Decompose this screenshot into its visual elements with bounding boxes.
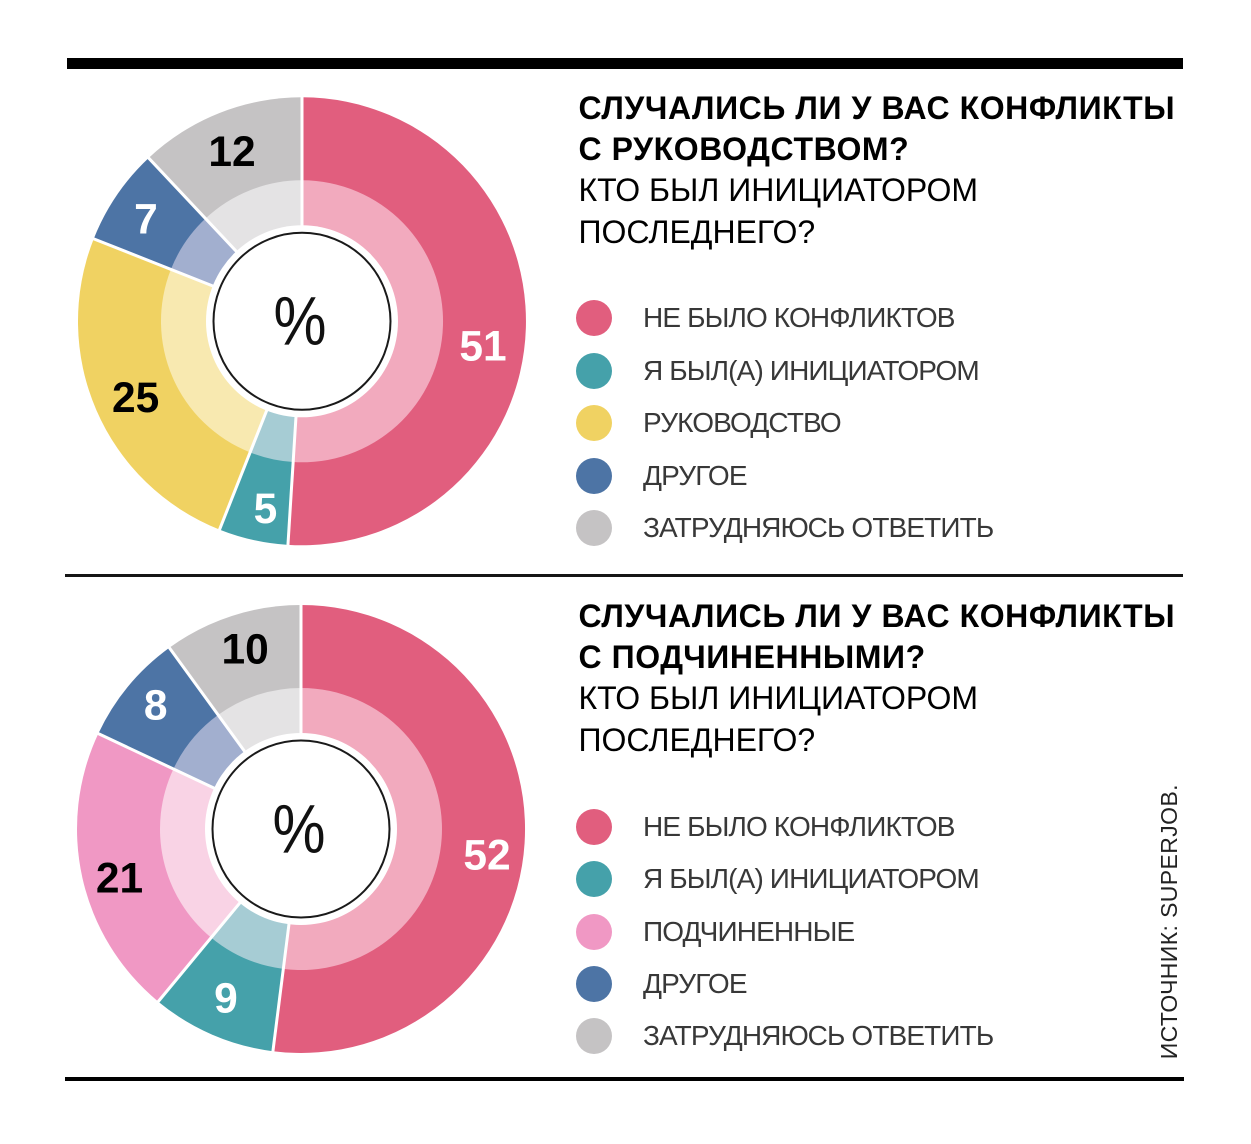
svg-text:12: 12 <box>208 129 255 176</box>
svg-text:51: 51 <box>459 323 506 370</box>
svg-text:%: % <box>273 790 326 867</box>
svg-text:52: 52 <box>463 833 510 880</box>
svg-text:25: 25 <box>112 375 159 422</box>
svg-text:%: % <box>274 283 327 360</box>
svg-text:5: 5 <box>254 486 278 533</box>
svg-text:7: 7 <box>134 196 158 243</box>
svg-text:21: 21 <box>96 856 143 903</box>
svg-text:9: 9 <box>214 975 238 1022</box>
svg-text:8: 8 <box>144 682 168 729</box>
svg-text:10: 10 <box>222 627 269 674</box>
